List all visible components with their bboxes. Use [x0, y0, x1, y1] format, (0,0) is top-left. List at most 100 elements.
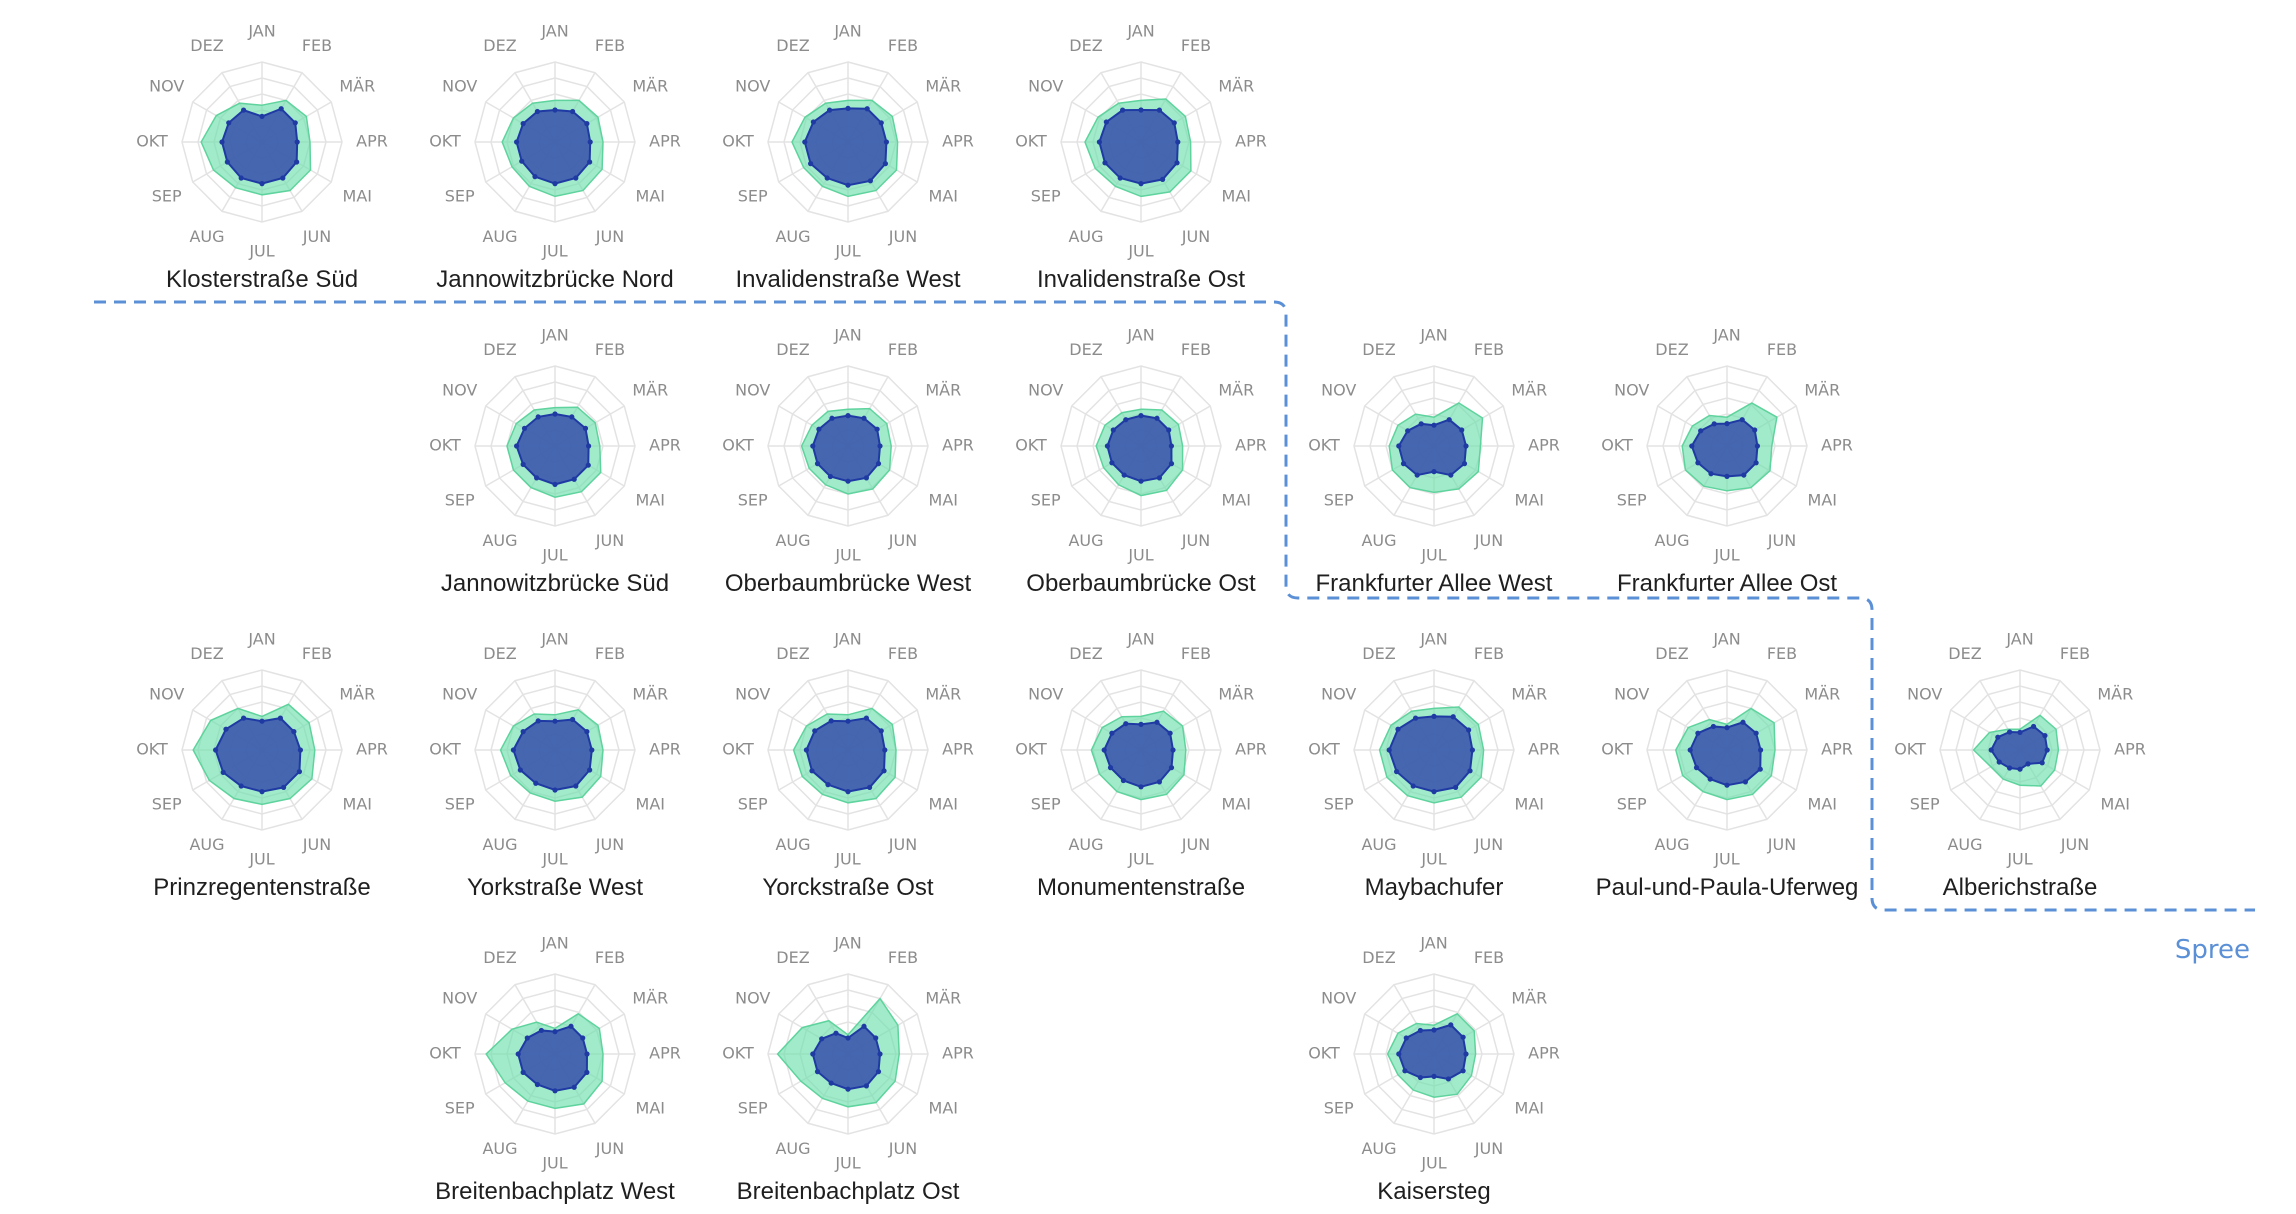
month-label: DEZ	[1362, 644, 1395, 663]
month-label: NOV	[735, 77, 770, 96]
inner-series-point	[1459, 427, 1465, 433]
inner-series-point	[259, 718, 265, 724]
inner-series-point	[1156, 779, 1162, 785]
inner-series-point	[1156, 475, 1162, 481]
inner-series-point	[1695, 730, 1701, 736]
month-label: MAI	[2101, 795, 2130, 814]
radar-monumentenstrasse: JAN FEB MÄR APR MAI JUN JUL AUG SEP OKT NOV DEZ Monu…	[1015, 630, 1267, 902]
inner-series-point	[1168, 765, 1175, 771]
inner-series-point	[814, 1069, 821, 1075]
radar-yorkstrasse-west: JAN FEB MÄR APR MAI JUN JUL AUG SEP OKT NOV DEZ York…	[429, 630, 681, 902]
inner-series-point	[1460, 1068, 1466, 1074]
inner-series-point	[1102, 160, 1108, 166]
inner-series-point	[535, 718, 541, 724]
inner-series-point	[803, 747, 810, 753]
month-label: APR	[1235, 740, 1267, 759]
month-label: FEB	[1767, 644, 1797, 663]
month-label: DEZ	[190, 644, 223, 663]
inner-series-point	[873, 1035, 879, 1041]
inner-series-point	[861, 415, 867, 421]
month-label: JAN	[1126, 22, 1154, 41]
spree-label: Spree	[2175, 935, 2250, 965]
month-label: DEZ	[776, 948, 809, 967]
month-label: AUG	[482, 835, 517, 854]
inner-series-point	[1160, 176, 1166, 183]
month-label: JUL	[834, 1154, 860, 1173]
inner-series-point	[552, 1088, 558, 1094]
inner-series-point	[877, 1051, 883, 1057]
inner-series-point	[1460, 1034, 1466, 1040]
month-label: DEZ	[1069, 340, 1102, 359]
month-label: JUL	[834, 546, 860, 565]
month-label: MAI	[1222, 187, 1251, 206]
inner-series-point	[277, 715, 283, 721]
month-label: SEP	[152, 795, 182, 814]
station-title: Paul-und-Paula-Uferweg	[1596, 874, 1859, 901]
inner-series-point	[1110, 427, 1116, 433]
month-label: AUG	[482, 1139, 517, 1158]
station-title: Klosterstraße Süd	[166, 266, 358, 293]
month-label: NOV	[735, 989, 770, 1008]
inner-series-point	[1448, 472, 1454, 478]
month-label: JAN	[540, 326, 568, 345]
month-label: JUN	[595, 227, 624, 246]
radar-invalidenstrasse-west: JAN FEB MÄR APR MAI JUN JUL AUG SEP OKT NOV DEZ Inva…	[722, 22, 974, 294]
month-label: JUN	[1767, 835, 1796, 854]
month-label: JUN	[1181, 835, 1210, 854]
month-label: JUN	[1474, 1139, 1503, 1158]
month-label: OKT	[136, 740, 168, 759]
inner-series-point	[568, 1023, 574, 1029]
month-label: JAN	[540, 22, 568, 41]
month-label: SEP	[1910, 795, 1940, 814]
station-radar-charts: JAN FEB MÄR APR MAI JUN JUL AUG SEP OKT NOV DEZ Klos…	[136, 22, 2146, 1206]
inner-series-point	[1175, 139, 1181, 145]
month-label: APR	[1528, 740, 1560, 759]
inner-series-point	[2007, 729, 2013, 735]
month-label: OKT	[1015, 740, 1047, 759]
inner-series-point	[877, 443, 883, 449]
inner-series-point	[241, 715, 247, 721]
radar-invalidenstrasse-ost: JAN FEB MÄR APR MAI JUN JUL AUG SEP OKT NOV DEZ Inva…	[1015, 22, 1267, 294]
inner-series-point	[1405, 428, 1411, 434]
month-label: NOV	[1321, 989, 1356, 1008]
month-label: AUG	[1068, 531, 1103, 550]
inner-series-point	[882, 747, 888, 753]
radar-breitenbachplatz-ost: JAN FEB MÄR APR MAI JUN JUL AUG SEP OKT NOV DEZ Brei…	[722, 934, 974, 1206]
inner-series-point	[1707, 776, 1713, 782]
inner-series-point	[1138, 413, 1144, 419]
month-label: JUL	[248, 850, 274, 869]
inner-series-point	[1996, 759, 2002, 765]
inner-series-point	[1393, 769, 1400, 775]
month-label: JAN	[833, 22, 861, 41]
month-label: JUL	[541, 850, 567, 869]
month-label: MÄR	[632, 77, 668, 96]
inner-series-point	[1693, 765, 1700, 771]
month-label: APR	[649, 740, 681, 759]
inner-series-point	[552, 787, 558, 793]
inner-series-point	[845, 718, 851, 724]
inner-series-point	[863, 475, 870, 481]
inner-series-point	[878, 120, 884, 126]
inner-series-point	[552, 107, 558, 113]
inner-series-point	[802, 139, 808, 145]
inner-series-point	[219, 139, 225, 145]
inner-series-point	[584, 1069, 590, 1075]
inner-series-point	[2017, 766, 2023, 772]
month-label: APR	[356, 132, 388, 151]
inner-series-point	[514, 443, 520, 449]
inner-series-point	[827, 473, 834, 480]
month-label: MÄR	[1511, 989, 1547, 1008]
month-label: DEZ	[483, 340, 516, 359]
month-label: JAN	[2005, 630, 2033, 649]
month-label: MÄR	[632, 685, 668, 704]
month-label: AUG	[1947, 835, 1982, 854]
inner-series-point	[1170, 747, 1176, 753]
month-label: JUN	[1181, 531, 1210, 550]
inner-series-point	[589, 747, 595, 753]
month-label: APR	[649, 132, 681, 151]
inner-series-point	[814, 461, 821, 467]
inner-series-point	[1445, 1076, 1451, 1082]
month-label: JUL	[541, 1154, 567, 1173]
month-label: APR	[649, 436, 681, 455]
inner-series-point	[1096, 139, 1102, 145]
